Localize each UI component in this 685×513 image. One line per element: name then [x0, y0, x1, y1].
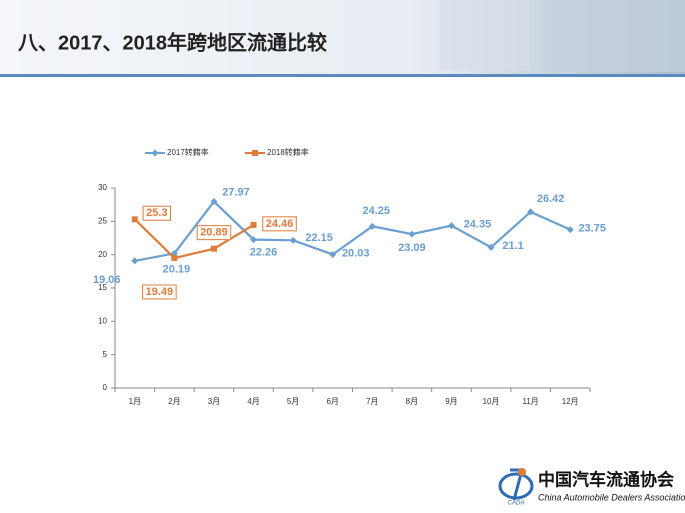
- x-tick-label: 3月: [208, 397, 220, 406]
- x-tick-label: 9月: [445, 397, 457, 406]
- marker: [171, 255, 178, 262]
- data-label: 24.46: [266, 218, 294, 230]
- marker: [408, 230, 416, 238]
- data-label: 20.19: [163, 263, 191, 275]
- marker: [131, 216, 138, 223]
- data-label: 19.49: [146, 286, 174, 298]
- header-rule: [0, 74, 685, 77]
- x-tick-label: 12月: [562, 397, 579, 406]
- marker: [368, 222, 376, 230]
- x-tick-label: 8月: [406, 397, 418, 406]
- data-label: 24.35: [464, 219, 492, 231]
- x-tick-label: 11月: [522, 397, 538, 406]
- data-label: 20.89: [200, 227, 228, 239]
- data-label-box: [142, 205, 172, 221]
- marker: [250, 236, 258, 244]
- org-name-en: China Automobile Dealers Association: [538, 492, 685, 502]
- legend-label: 2018转籍率: [267, 147, 309, 157]
- x-tick-label: 10月: [483, 397, 500, 406]
- y-tick-label: 30: [98, 183, 107, 192]
- x-tick-label: 5月: [287, 397, 299, 406]
- slide-title: 八、2017、2018年跨地区流通比较: [18, 30, 327, 54]
- y-tick-label: 5: [103, 350, 108, 359]
- header-decor: [545, 0, 685, 72]
- marker: [329, 250, 337, 258]
- data-label: 27.97: [222, 186, 250, 198]
- data-label: 22.15: [305, 232, 333, 244]
- y-tick-label: 20: [98, 250, 107, 259]
- data-label-box: [262, 216, 297, 232]
- y-tick-label: 0: [103, 383, 108, 392]
- data-label: 23.09: [398, 242, 426, 254]
- logo: CADA 中国汽车流通协会 China Automobile Dealers A…: [498, 468, 685, 507]
- legend-marker: [151, 149, 159, 157]
- data-label-box: [196, 225, 232, 241]
- data-label: 21.1: [502, 240, 523, 252]
- marker: [210, 198, 218, 206]
- marker: [250, 221, 257, 228]
- data-label: 24.25: [363, 205, 391, 217]
- data-label: 22.26: [250, 247, 278, 259]
- y-tick-label: 10: [98, 316, 107, 325]
- header-decor: [440, 0, 530, 70]
- x-tick-label: 2月: [168, 397, 180, 406]
- logo-icon: [518, 468, 526, 476]
- legend-marker: [252, 150, 258, 156]
- marker: [131, 257, 139, 265]
- marker: [487, 243, 495, 251]
- org-name: 中国汽车流通协会: [538, 469, 674, 489]
- series-line: [134, 199, 571, 263]
- data-label: 25.3: [146, 207, 167, 219]
- marker: [527, 208, 535, 216]
- x-tick-label: 4月: [247, 397, 259, 406]
- y-tick-label: 25: [98, 216, 107, 225]
- y-tick-label: 15: [98, 283, 107, 292]
- data-label-box: [142, 284, 177, 300]
- marker: [210, 245, 217, 252]
- x-tick-label: 1月: [129, 397, 141, 406]
- data-label: 19.06: [93, 274, 121, 286]
- x-tick-label: 6月: [326, 397, 338, 406]
- x-tick-label: 7月: [366, 397, 378, 406]
- marker: [566, 226, 574, 234]
- marker: [289, 236, 297, 244]
- series-line: [134, 218, 255, 260]
- data-label: 20.03: [342, 247, 370, 259]
- data-label: 23.75: [578, 223, 606, 235]
- logo-text: CADA: [508, 501, 525, 507]
- legend-label: 2017转籍率: [167, 147, 209, 157]
- marker: [447, 222, 455, 230]
- data-label: 26.42: [537, 193, 565, 205]
